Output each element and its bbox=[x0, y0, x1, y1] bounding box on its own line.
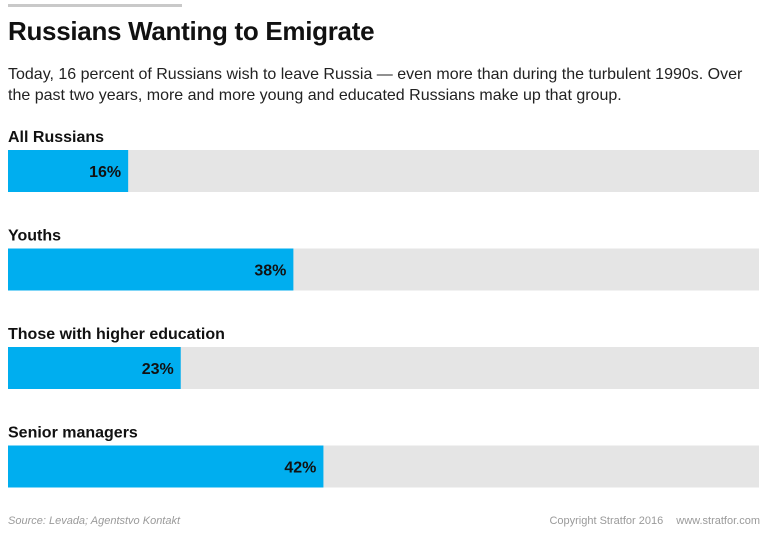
chart-subtitle: Today, 16 percent of Russians wish to le… bbox=[8, 66, 743, 104]
category-label: Youths bbox=[8, 228, 61, 245]
bar bbox=[8, 347, 181, 389]
source-note: Source: Levada; Agentstvo Kontakt bbox=[8, 515, 181, 527]
bar bbox=[8, 445, 324, 488]
bar-value-label: 16% bbox=[89, 164, 121, 181]
bar-value-label: 23% bbox=[142, 361, 174, 378]
chart-title: Russians Wanting to Emigrate bbox=[8, 16, 375, 46]
bar bbox=[8, 150, 129, 192]
category-label: Senior managers bbox=[8, 425, 138, 442]
bar bbox=[8, 248, 294, 291]
footer-credits: Copyright Stratfor 2016 www.stratfor.com bbox=[549, 515, 760, 527]
bar-track bbox=[8, 150, 759, 192]
bar-value-label: 42% bbox=[284, 460, 316, 477]
bar-value-label: 38% bbox=[254, 263, 286, 280]
top-rule bbox=[8, 4, 182, 7]
website-link[interactable]: www.stratfor.com bbox=[676, 515, 760, 527]
category-label: Those with higher education bbox=[8, 326, 225, 343]
copyright-text: Copyright Stratfor 2016 bbox=[549, 515, 664, 527]
category-label: All Russians bbox=[8, 129, 104, 146]
